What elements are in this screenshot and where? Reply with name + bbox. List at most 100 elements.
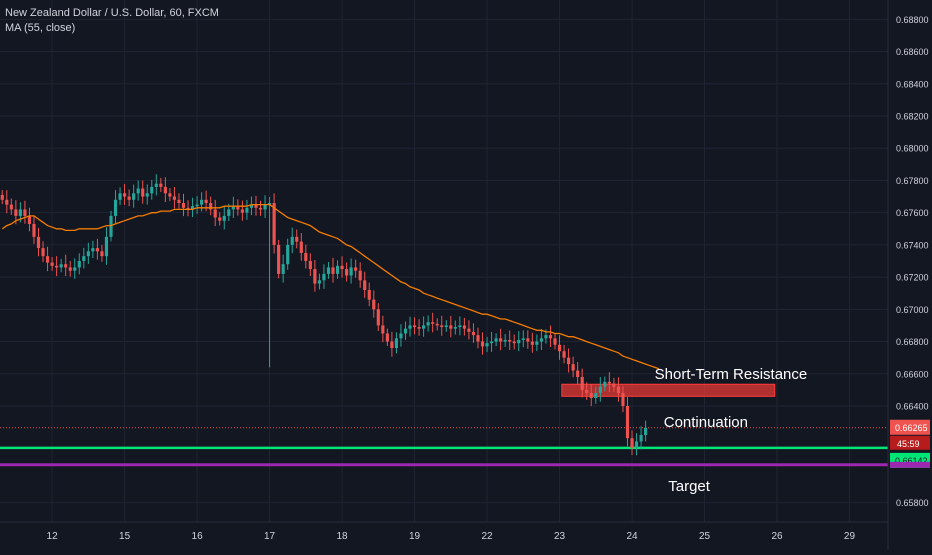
candle-body [218,217,222,221]
candle-body [603,381,607,387]
candle-body [322,273,326,281]
candle-body [589,393,593,398]
candle-body [190,206,195,210]
price-axis[interactable]: 0.68800 0.68600 0.68400 0.68200 0.68000 0.678… [887,0,930,550]
candle-body [317,280,321,284]
candle-body [390,341,394,348]
candle-body [313,269,317,284]
x-tick-label: 29 [844,531,856,542]
x-tick-label: 19 [409,531,421,542]
candle-body [526,338,530,342]
candle-body [345,269,349,276]
candle-body [245,207,249,213]
candle-body [381,325,385,334]
candle-body [64,264,68,268]
candle-body [634,441,639,448]
candle-body [290,236,294,245]
candle-body [227,209,231,216]
candle-body [45,256,50,263]
candle-body [240,209,244,213]
candle-body [335,265,340,274]
candle-body [576,370,580,377]
candle-body [168,193,172,197]
candle-body [77,261,81,268]
candle-body [340,265,344,270]
candle-body [209,203,213,210]
candle-body [213,209,217,218]
candle-body [562,351,566,358]
candle-body [385,333,389,342]
y-tick-label: 0.65800 [896,498,929,508]
candle-body [272,203,276,245]
candlestick-series [0,174,648,456]
candle-body [567,357,571,365]
resistance-zone-group [561,383,776,397]
candle-body [431,322,435,324]
candle-body [204,199,208,203]
y-tick-label: 0.68400 [896,79,929,89]
candle-body [467,328,471,332]
candle-body [598,386,602,394]
resistance-zone [561,383,776,397]
candle-body [222,215,226,221]
x-tick-label: 23 [554,531,566,542]
candle-body [453,327,457,329]
candle-body [585,389,589,394]
x-tick-label: 22 [481,531,493,542]
annotation-label: Target [668,478,711,495]
candle-body [535,341,539,345]
candle-body [249,204,254,208]
time-axis[interactable]: 12 15 16 17 18 19 22 23 24 25 26 29 [0,521,888,542]
candle-body [299,241,303,253]
candle-body [104,236,109,257]
x-tick-label: 12 [47,531,59,542]
candle-body [141,188,145,197]
candle-body [349,267,353,276]
candle-body [399,333,403,339]
x-tick-label: 17 [264,531,276,542]
y-tick-label: 0.67000 [896,305,929,315]
annotations: Short-Term Resistance Continuation Target [655,366,808,495]
candle-body [95,248,99,252]
current-price-tag [890,419,930,435]
candle-body [23,209,27,216]
candle-body [644,427,648,435]
candle-body [150,186,154,194]
candle-body [9,204,13,210]
candle-body [363,280,367,290]
x-tick-label: 24 [626,531,638,542]
candle-body [41,248,45,257]
y-tick-label: 0.66800 [896,337,929,347]
candle-body [521,338,525,340]
candle-body [55,265,59,268]
candle-body [186,207,190,210]
candle-body [471,331,476,336]
candle-body [512,341,516,344]
candle-body [326,267,331,274]
indicator-label[interactable]: MA (55, close) [5,22,76,34]
x-tick-label: 16 [192,531,204,542]
candle-body [27,215,32,224]
countdown-tag [890,435,930,450]
candle-body [195,204,199,207]
candle-body [485,343,489,347]
candle-body [403,328,408,334]
candle-body [394,338,399,348]
candle-body [68,267,72,271]
candle-body [172,196,177,200]
candle-body [557,344,562,352]
candle-body [154,183,158,187]
candle-body [462,325,466,329]
candle-body [458,325,462,328]
candle-body [376,309,380,326]
candle-body [123,193,127,197]
candle-body [358,270,362,281]
annotation-label: Continuation [664,414,748,431]
ma-55-line [1,203,660,370]
candle-body [639,435,643,442]
x-tick-label: 26 [771,531,783,542]
symbol-title[interactable]: New Zealand Dollar / U.S. Dollar, 60, FX… [5,7,219,19]
candle-body [236,206,240,210]
